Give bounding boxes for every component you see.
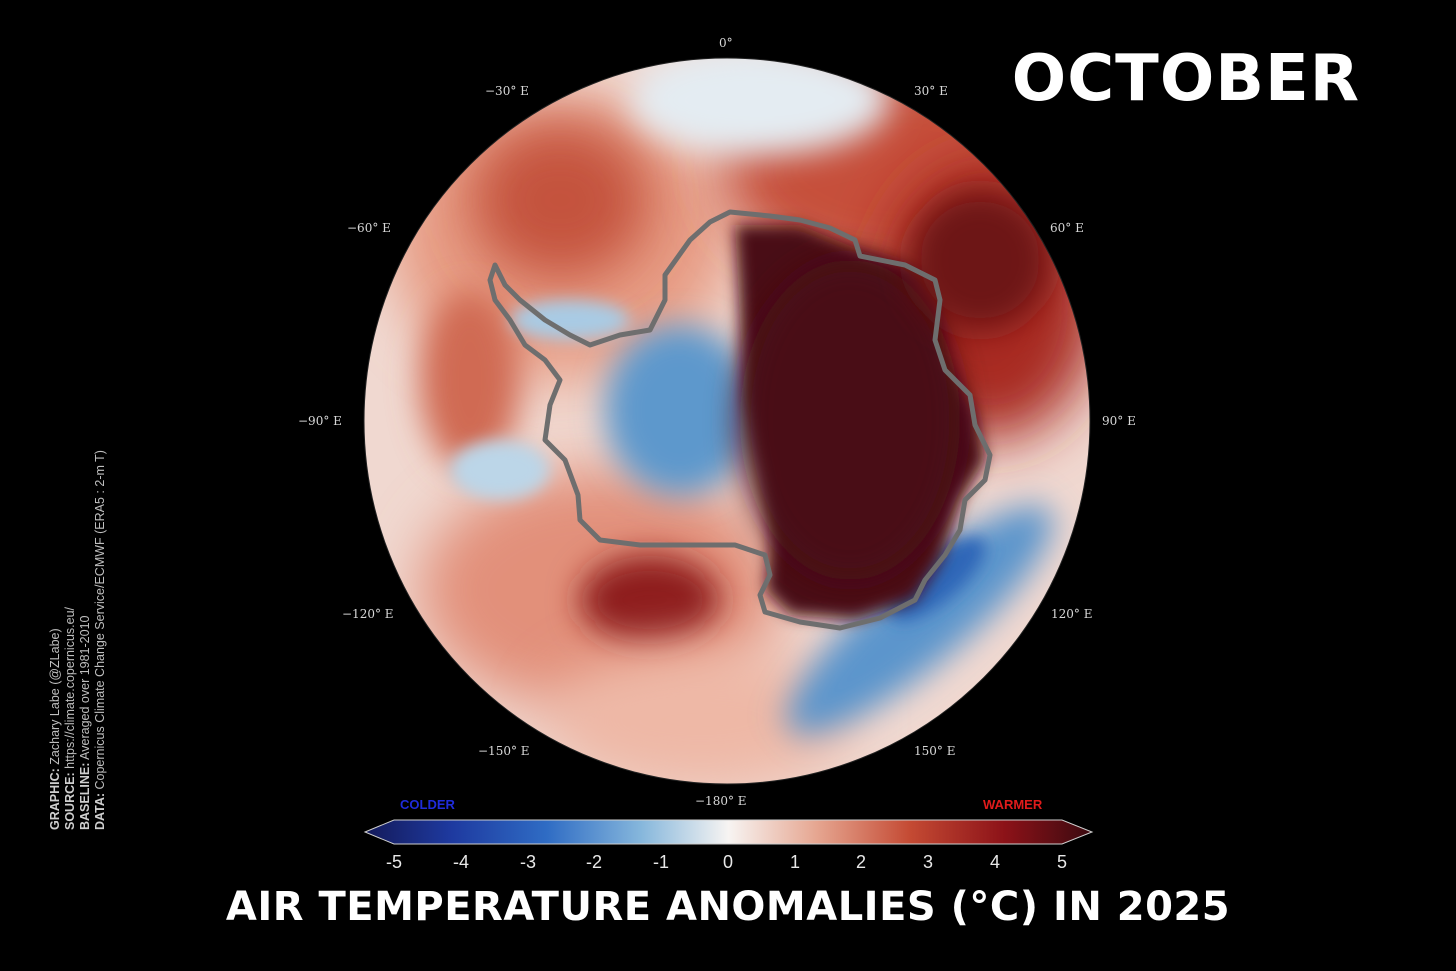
colorbar-tick: 1 (789, 852, 801, 872)
lon-label-0: 0° (719, 36, 733, 50)
colorbar-tick: 5 (1056, 852, 1068, 872)
colorbar-tick: 4 (989, 852, 1001, 872)
lon-label-150e: 150° E (914, 744, 956, 758)
lon-label-30w: −30° E (485, 84, 529, 98)
colder-label: COLDER (400, 797, 455, 812)
lon-label-120w: −120° E (342, 607, 394, 621)
antarctica-coastline (487, 209, 993, 631)
credit-graphic: GRAPHIC: Zachary Labe (@ZLabe) (48, 628, 62, 830)
colorbar-tick: -3 (519, 852, 537, 872)
month-heading: OCTOBER (1011, 42, 1360, 116)
anomaly-field (364, 58, 1090, 784)
chart-title: AIR TEMPERATURE ANOMALIES (°C) IN 2025 (225, 884, 1231, 930)
colorbar-tick: -5 (385, 852, 403, 872)
colorbar-tick: 3 (922, 852, 934, 872)
colorbar-tick: -1 (652, 852, 670, 872)
lon-label-150w: −150° E (478, 744, 530, 758)
lon-label-60e: 60° E (1050, 221, 1084, 235)
lon-label-90e: 90° E (1102, 414, 1136, 428)
lon-label-60w: −60° E (347, 221, 391, 235)
credit-source: SOURCE: https://climate.copernicus.eu/ (63, 606, 77, 830)
colorbar (363, 819, 1094, 845)
colorbar-tick: 2 (855, 852, 867, 872)
credit-data: DATA: Copernicus Climate Change Service/… (93, 450, 107, 830)
warmer-label: WARMER (983, 797, 1043, 812)
lon-label-180: −180° E (695, 794, 747, 808)
credit-baseline: BASELINE: Averaged over 1981-2010 (78, 615, 92, 830)
credits-block: GRAPHIC: Zachary Labe (@ZLabe) SOURCE: h… (48, 330, 108, 830)
lon-label-90w: −90° E (298, 414, 342, 428)
colorbar-tick: -2 (585, 852, 603, 872)
colorbar-tick: 0 (722, 852, 734, 872)
colorbar-tick: -4 (452, 852, 470, 872)
lon-label-30e: 30° E (914, 84, 948, 98)
colorbar-bar (363, 819, 1094, 845)
lon-label-120e: 120° E (1051, 607, 1093, 621)
